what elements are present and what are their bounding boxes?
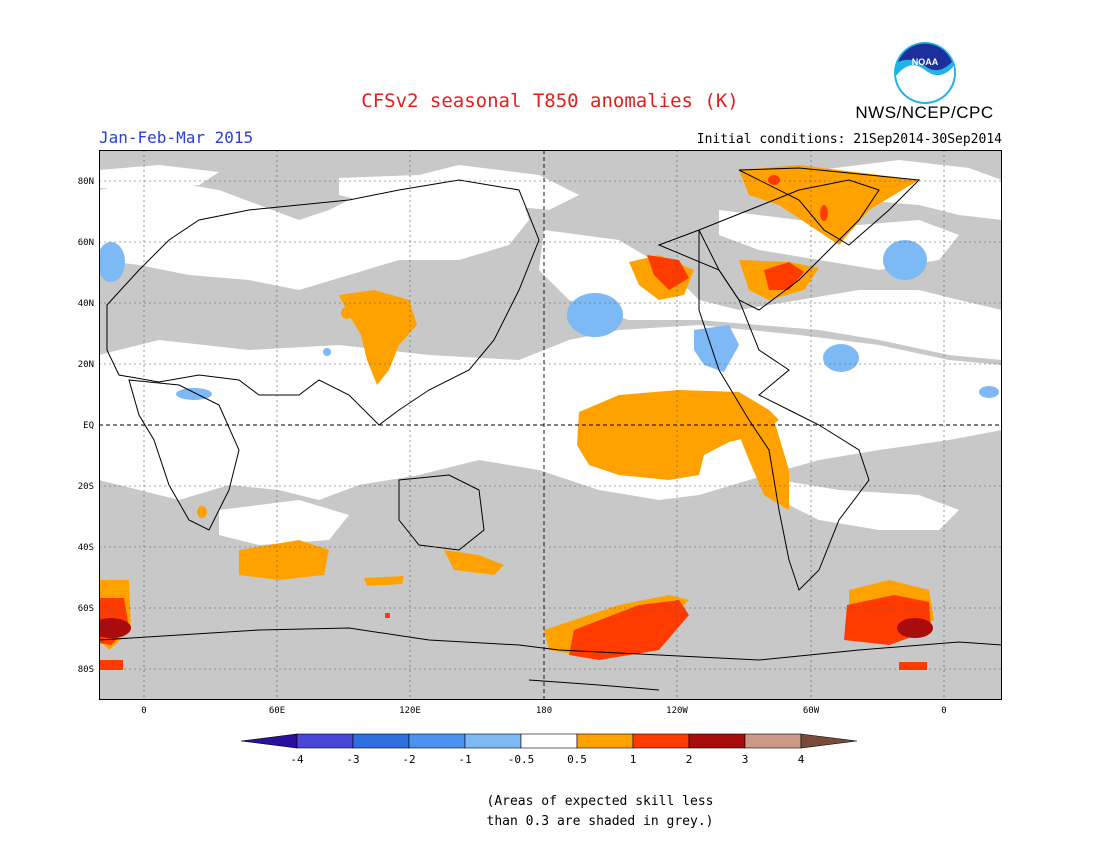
colorbar-label: 3: [742, 753, 749, 766]
colorbar-label: 0.5: [567, 753, 587, 766]
logo-text: NOAA: [912, 57, 939, 67]
lon-label: 120E: [399, 706, 421, 716]
positive-anomaly-regions-2-to-3: [91, 618, 933, 638]
lat-label: 20N: [78, 360, 94, 370]
skill-note: (Areas of expected skill less than 0.3 a…: [440, 792, 760, 832]
forecast-period: Jan-Feb-Mar 2015: [99, 128, 254, 147]
colorbar-label: 4: [798, 753, 805, 766]
equator-dateline: [99, 150, 1002, 700]
colorbar-swatch: [688, 733, 746, 749]
colorbar: -4 -3 -2 -1 -0.5 0.5 1 2 3 4: [240, 733, 858, 766]
lon-label: 60W: [803, 706, 820, 716]
lon-label: 180: [536, 706, 552, 716]
lat-label: 60N: [78, 238, 94, 248]
lon-label: 120W: [666, 706, 688, 716]
lat-label: 20S: [78, 482, 94, 492]
skill-note-line: (Areas of expected skill less: [486, 794, 714, 809]
colorbar-swatch: [464, 733, 522, 749]
lon-label: 60E: [269, 706, 285, 716]
lat-label: 60S: [78, 604, 94, 614]
map-title: CFSv2 seasonal T850 anomalies (K): [361, 90, 739, 112]
colorbar-swatch: [240, 733, 298, 749]
colorbar-swatch: [800, 733, 858, 749]
colorbar-swatch: [296, 733, 354, 749]
lat-label: EQ: [83, 421, 94, 431]
lat-label: 80N: [78, 177, 94, 187]
colorbar-swatch: [352, 733, 410, 749]
colorbar-swatch: [576, 733, 634, 749]
colorbar-label: -0.5: [508, 753, 535, 766]
latitude-axis: 80N 60N 40N 20N EQ 20S 40S 60S 80S: [78, 177, 94, 675]
colorbar-swatch: [520, 733, 578, 749]
colorbar-swatch: [408, 733, 466, 749]
noaa-logo: NOAA: [892, 40, 958, 106]
anomaly-map: [91, 149, 1003, 704]
colorbar-swatch: [632, 733, 690, 749]
colorbar-swatch: [744, 733, 802, 749]
colorbar-label: -4: [290, 753, 304, 766]
colorbar-label: 2: [686, 753, 693, 766]
lon-label: 0: [941, 706, 946, 716]
lat-label: 80S: [78, 665, 94, 675]
lon-label: 0: [141, 706, 146, 716]
initial-conditions: Initial conditions: 21Sep2014-30Sep2014: [696, 132, 1002, 147]
colorbar-label: -3: [346, 753, 359, 766]
colorbar-label: 1: [630, 753, 637, 766]
agency-label: NWS/NCEP/CPC: [855, 103, 994, 122]
lat-label: 40N: [78, 299, 94, 309]
coastlines: [98, 167, 1003, 691]
colorbar-labels: -4 -3 -2 -1 -0.5 0.5 1 2 3 4: [290, 753, 804, 766]
skill-note-line: than 0.3 are shaded in grey.): [486, 814, 714, 829]
colorbar-swatches: [240, 733, 858, 749]
lat-label: 40S: [78, 543, 94, 553]
colorbar-label: -2: [402, 753, 415, 766]
colorbar-label: -1: [458, 753, 471, 766]
longitude-axis: 0 60E 120E 180 120W 60W 0: [141, 706, 946, 716]
